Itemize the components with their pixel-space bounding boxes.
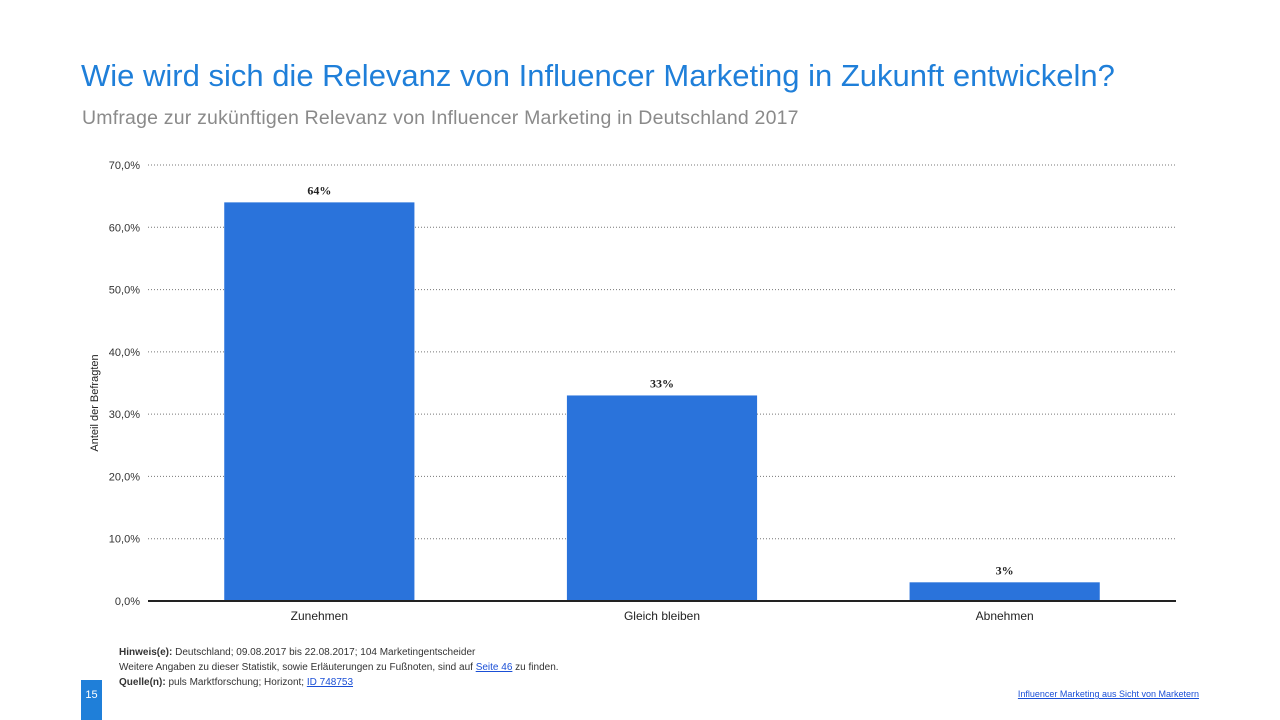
page-number-badge: 15 (81, 680, 102, 720)
bar (909, 582, 1100, 601)
weitere-post-text: zu finden. (515, 662, 559, 673)
y-tick-label: 60,0% (109, 222, 140, 234)
seite-link[interactable]: Seite 46 (475, 662, 513, 673)
page-title: Wie wird sich die Relevanz von Influence… (81, 58, 1115, 93)
y-tick-label: 50,0% (109, 285, 140, 297)
bar (566, 395, 758, 601)
y-tick-label: 10,0% (109, 534, 140, 546)
y-tick-label: 0,0% (115, 596, 140, 608)
weitere-text: Weitere Angaben zu dieser Statistik, sow… (119, 662, 473, 673)
weitere-line: Weitere Angaben zu dieser Statistik, sow… (119, 660, 559, 675)
x-axis-ticks: Zunehmen Gleich bleiben Abnehmen (291, 609, 1034, 623)
y-tick-label: 70,0% (109, 160, 140, 172)
x-tick-label: Abnehmen (976, 609, 1034, 623)
bar-chart: 0,0%10,0%20,0%30,0%40,0%50,0%60,0%70,0% … (89, 160, 1176, 623)
y-tick-label: 40,0% (109, 347, 140, 359)
x-tick-label: Gleich bleiben (624, 609, 700, 623)
quelle-text: puls Marktforschung; Horizont; (168, 677, 305, 688)
x-tick-label: Zunehmen (291, 609, 348, 623)
chart-bars (224, 202, 1100, 601)
footer-report-link[interactable]: Influencer Marketing aus Sicht von Marke… (1017, 689, 1199, 699)
hinweis-line: Hinweis(e): Deutschland; 09.08.2017 bis … (119, 645, 559, 660)
y-axis-label: Anteil der Befragten (89, 354, 101, 451)
bar (224, 202, 415, 601)
notes-block: Hinweis(e): Deutschland; 09.08.2017 bis … (119, 645, 559, 690)
data-label: 33% (650, 376, 674, 390)
hinweis-text: Deutschland; 09.08.2017 bis 22.08.2017; … (175, 647, 476, 658)
data-labels: 64% 33% 3% (307, 183, 1013, 577)
data-label: 64% (307, 183, 331, 197)
page-subtitle: Umfrage zur zukünftigen Relevanz von Inf… (82, 107, 799, 129)
data-label: 3% (996, 563, 1014, 577)
hinweis-label: Hinweis(e): (119, 647, 173, 658)
statistic-id-link[interactable]: ID 748753 (306, 677, 354, 688)
y-tick-label: 20,0% (109, 471, 140, 483)
quelle-line: Quelle(n): puls Marktforschung; Horizont… (119, 675, 559, 690)
quelle-label: Quelle(n): (119, 677, 166, 688)
y-axis-ticks: 0,0% 10,0% 20,0% 30,0% 40,0% 50,0% 60,0% 70,0% (109, 160, 140, 608)
y-tick-label: 30,0% (109, 409, 140, 421)
